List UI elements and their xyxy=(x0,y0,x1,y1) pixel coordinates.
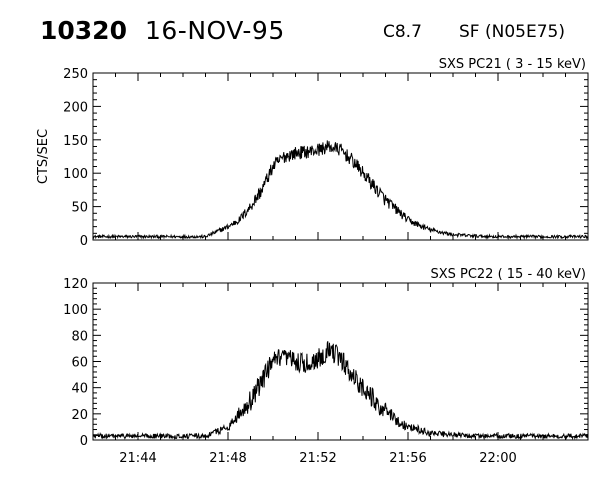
y-tick-label: 80 xyxy=(71,329,88,344)
y-tick-label: 40 xyxy=(71,382,88,397)
count-rate-series-line xyxy=(92,341,589,441)
x-tick-label: 21:48 xyxy=(209,451,246,466)
y-tick-label: 250 xyxy=(63,67,88,82)
x-tick-label: 21:44 xyxy=(119,451,156,466)
goes-class: C8.7 xyxy=(383,22,422,42)
x-tick-label: 22:00 xyxy=(479,451,516,466)
event-id: 10320 xyxy=(40,16,127,45)
count-rate-series-line xyxy=(93,140,589,240)
x-tick-label: 21:52 xyxy=(299,451,336,466)
event-date: 16-NOV-95 xyxy=(145,16,285,45)
y-tick-label: 60 xyxy=(71,356,88,371)
y-tick-label: 120 xyxy=(63,277,88,292)
x-tick-label: 21:56 xyxy=(389,451,426,466)
y-tick-label: 0 xyxy=(80,234,88,249)
y-tick-label: 20 xyxy=(71,408,88,423)
panel-title: SXS PC22 ( 15 - 40 keV) xyxy=(430,267,586,282)
panel-title: SXS PC21 ( 3 - 15 keV) xyxy=(439,57,586,72)
y-tick-label: 100 xyxy=(63,167,88,182)
y-tick-label: 100 xyxy=(63,303,88,318)
pc22-panel: SXS PC22 ( 15 - 40 keV) 0 20 40 60 80 100 120 21… xyxy=(63,267,589,466)
pc21-panel: SXS PC21 ( 3 - 15 keV) CTS/SEC 0 50 100 150 20… xyxy=(36,57,589,249)
y-axis-label: CTS/SEC xyxy=(36,129,51,184)
flare-location: SF (N05E75) xyxy=(459,22,565,42)
y-tick-label: 50 xyxy=(71,201,88,216)
y-tick-label: 150 xyxy=(63,134,88,149)
plot-frame xyxy=(92,72,589,241)
y-tick-label: 200 xyxy=(63,100,88,115)
y-tick-label: 0 xyxy=(80,434,88,449)
